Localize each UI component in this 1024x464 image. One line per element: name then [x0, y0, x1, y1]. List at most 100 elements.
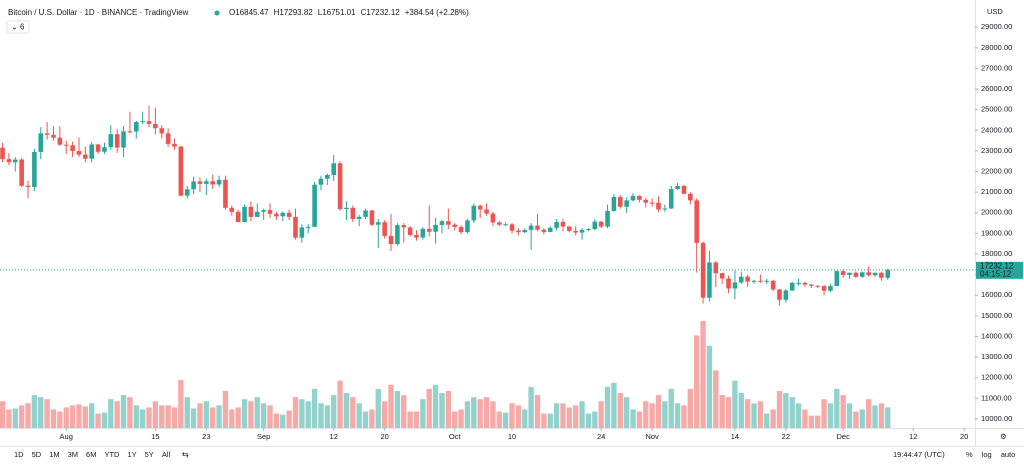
candle-body: [840, 271, 846, 276]
candle-body: [401, 225, 407, 228]
candle-body: [490, 213, 496, 223]
volume-bar: [865, 399, 872, 428]
volume-bar: [286, 410, 292, 428]
candle-layer: [0, 105, 891, 306]
candle-body: [210, 181, 215, 185]
candle-body: [165, 133, 171, 144]
volume-bar: [292, 397, 299, 428]
range-button[interactable]: All: [162, 450, 171, 459]
candle-body: [12, 159, 18, 163]
scale-option[interactable]: log: [982, 450, 992, 459]
volume-bar: [541, 413, 547, 428]
volume-bar: [789, 397, 795, 428]
volume-bar: [668, 388, 674, 428]
candle-body: [694, 200, 699, 243]
candle-body: [32, 151, 37, 187]
volume-bar: [139, 409, 146, 428]
indicator-toggle[interactable]: [6, 20, 30, 34]
candle-body: [751, 280, 757, 282]
volume-bar: [764, 413, 770, 428]
candle-body: [95, 144, 101, 152]
candle-body: [789, 282, 795, 291]
last-price-tag: [976, 261, 1023, 279]
volume-bar: [216, 405, 222, 428]
candle-body: [579, 229, 585, 233]
volume-bar: [757, 401, 764, 428]
candle-body: [656, 202, 661, 210]
volume-bar: [152, 401, 159, 428]
volume-bar: [381, 401, 388, 428]
candle-body: [172, 143, 177, 147]
y-tick-label: 16000.00: [981, 290, 1012, 299]
volume-bar: [210, 407, 216, 428]
candle-body: [25, 185, 31, 187]
volume-bar: [770, 409, 776, 428]
volume-bar: [681, 405, 687, 428]
legend-value: C17232.12: [361, 8, 401, 17]
volume-bar: [280, 414, 286, 428]
scale-option[interactable]: auto: [1001, 450, 1016, 459]
range-button[interactable]: YTD: [104, 450, 120, 459]
candle-body: [223, 179, 228, 208]
volume-bar: [324, 405, 331, 428]
volume-bar: [573, 405, 579, 428]
candle-body: [159, 128, 165, 134]
compare-icon[interactable]: ⇆: [182, 450, 189, 459]
volume-bar: [553, 403, 560, 428]
volume-bar: [706, 345, 713, 428]
volume-bar: [458, 409, 464, 428]
chart-title: Bitcoin / U.S. Dollar · 1D · BINANCE · T…: [8, 8, 189, 17]
candle-body: [611, 196, 617, 211]
candle-body: [76, 151, 82, 155]
range-button[interactable]: 1D: [14, 450, 24, 459]
range-button[interactable]: 3M: [68, 450, 78, 459]
candle-body: [592, 221, 598, 230]
range-button[interactable]: 6M: [86, 450, 96, 459]
volume-layer: [0, 321, 891, 428]
volume-bar: [248, 401, 254, 428]
volume-bar: [636, 411, 643, 428]
candle-body: [541, 229, 547, 232]
candle-body: [821, 286, 827, 291]
volume-bar: [719, 395, 725, 428]
range-button[interactable]: 5Y: [145, 450, 154, 459]
scale-option[interactable]: %: [966, 450, 973, 459]
candle-body: [0, 147, 5, 160]
candle-body: [503, 224, 508, 226]
candle-body: [414, 235, 419, 238]
volume-bar: [649, 403, 655, 428]
candle-body: [325, 175, 330, 179]
currency[interactable]: USD: [987, 7, 1003, 16]
volume-bar: [69, 405, 76, 428]
range-button[interactable]: 5D: [32, 450, 42, 459]
candle-body: [305, 226, 311, 228]
x-tick-label: 20: [960, 432, 968, 441]
candle-body: [51, 134, 56, 138]
volume-bar: [713, 370, 719, 428]
candle-body: [153, 123, 158, 129]
volume-bar: [426, 388, 432, 428]
x-tick-label: 12: [909, 432, 917, 441]
volume-bar: [108, 399, 114, 428]
volume-bar: [407, 411, 413, 428]
candle-body: [70, 145, 75, 152]
candle-body: [44, 133, 50, 135]
volume-bar: [802, 409, 808, 428]
candle-body: [535, 225, 540, 230]
candle-body: [184, 189, 190, 196]
candle-body: [828, 286, 833, 291]
candle-body: [560, 222, 566, 227]
volume-bar: [509, 403, 515, 428]
volume-bar: [502, 412, 509, 428]
volume-bar: [815, 415, 821, 428]
range-button[interactable]: 1Y: [127, 450, 136, 459]
y-tick-label: 21000.00: [981, 187, 1012, 196]
candle-body: [407, 227, 413, 236]
candle-body: [216, 179, 222, 185]
range-button[interactable]: 1M: [49, 450, 59, 459]
volume-bar: [846, 403, 853, 428]
volume-bar: [566, 407, 573, 428]
volume-bar: [592, 411, 598, 428]
settings-icon[interactable]: ⚙: [1000, 432, 1007, 441]
